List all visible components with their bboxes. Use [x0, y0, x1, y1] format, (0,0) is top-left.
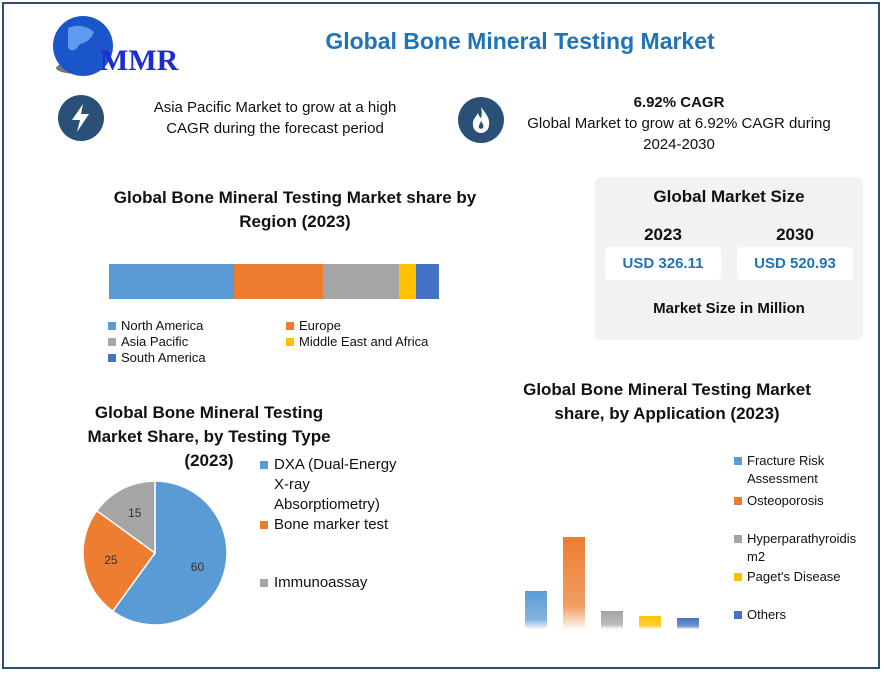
- application-bar: [563, 537, 585, 629]
- market-size-title: Global Market Size: [653, 187, 805, 206]
- page-title: Global Bone Mineral Testing Market: [325, 28, 715, 54]
- application-bar: [601, 611, 623, 629]
- legend-label: Asia Pacific: [121, 334, 189, 349]
- legend-label: Hyperparathyroidis m2: [747, 531, 857, 564]
- legend-swatch: [734, 497, 742, 505]
- legend-swatch: [286, 337, 294, 346]
- legend-item: Middle East and Africa: [286, 334, 446, 349]
- pie-slice: [82, 509, 157, 613]
- legend-swatch: [108, 321, 116, 330]
- legend-label: Middle East and Africa: [299, 334, 429, 349]
- legend-label: Immunoassay: [274, 574, 368, 591]
- application-bar: [639, 616, 661, 629]
- region-segment: [323, 264, 400, 299]
- testing-type-chart-title: Global Bone Mineral Testing Market Share…: [87, 403, 331, 470]
- legend-swatch: [260, 461, 268, 469]
- pie-data-label: 15: [128, 506, 142, 520]
- legend-swatch: [734, 611, 742, 619]
- legend-swatch: [260, 579, 268, 587]
- application-bar: [677, 618, 699, 629]
- legend-swatch: [734, 457, 742, 465]
- flame-icon: [458, 97, 504, 143]
- cagr-text: Global Market to grow at 6.92% CAGR duri…: [527, 115, 831, 153]
- legend-label: South America: [121, 350, 206, 365]
- legend-item: Paget's Disease: [734, 568, 869, 586]
- year-2030: 2030: [776, 225, 814, 244]
- logo-text: MMR: [100, 44, 179, 77]
- legend-swatch: [734, 535, 742, 543]
- legend-label: Osteoporosis: [747, 493, 824, 508]
- legend-label: Fracture Risk Assessment: [747, 453, 825, 486]
- region-segment: [234, 264, 324, 299]
- pie-data-label: 25: [104, 553, 118, 567]
- legend-swatch: [108, 353, 116, 362]
- legend-label: Paget's Disease: [747, 569, 841, 584]
- market-size-unit: Market Size in Million: [653, 300, 805, 317]
- lightning-icon: [58, 95, 104, 141]
- legend-swatch: [286, 321, 294, 330]
- legend-swatch: [734, 573, 742, 581]
- region-segment: [415, 264, 439, 299]
- legend-item: Bone marker test: [260, 515, 388, 535]
- legend-item: Immunoassay: [260, 573, 367, 593]
- legend-item: Asia Pacific: [108, 334, 286, 349]
- value-2023: USD 326.11: [605, 247, 721, 280]
- cagr-heading: 6.92% CAGR: [633, 94, 725, 111]
- legend-item: North America: [108, 318, 286, 333]
- legend-item: South America: [108, 350, 286, 365]
- legend-item: Europe: [286, 318, 446, 333]
- legend-swatch: [260, 521, 268, 529]
- legend-item: Osteoporosis: [734, 492, 869, 510]
- mmr-logo: MMR: [28, 14, 188, 78]
- region-segment: [109, 264, 235, 299]
- market-size-panel: Global Market Size 2023 USD 326.11 2030 US…: [595, 177, 863, 340]
- legend-label: Others: [747, 607, 787, 622]
- application-bar: [525, 591, 547, 629]
- legend-item: Hyperparathyroidis m2: [734, 530, 869, 566]
- region-legend: North America Europe Asia Pacific Middle Ea…: [108, 318, 448, 365]
- region-stacked-bar: [109, 264, 439, 299]
- application-chart-title: Global Bone Mineral Testing Market share…: [523, 380, 811, 423]
- asia-pacific-highlight: Asia Pacific Market to grow at a high CA…: [153, 99, 397, 137]
- pie-data-label: 60: [191, 560, 205, 574]
- legend-label: DXA (Dual-Energy X-ray Absorptiometry): [274, 456, 397, 513]
- testing-type-pie: 60 25 15: [82, 480, 228, 626]
- year-2023: 2023: [644, 225, 682, 244]
- pie-slice: [95, 480, 156, 555]
- legend-item: DXA (Dual-Energy X-ray Absorptiometry): [260, 455, 410, 515]
- legend-swatch: [108, 337, 116, 346]
- legend-label: North America: [121, 318, 204, 333]
- application-bar-chart: [525, 537, 699, 629]
- legend-item: Fracture Risk Assessment: [734, 452, 869, 488]
- legend-item: Others: [734, 606, 869, 624]
- legend-label: Bone marker test: [274, 516, 389, 533]
- region-segment: [399, 264, 416, 299]
- region-chart-title: Global Bone Mineral Testing Market share…: [113, 188, 477, 231]
- pie-slice: [111, 480, 228, 626]
- legend-label: Europe: [299, 318, 341, 333]
- value-2030: USD 520.93: [737, 247, 853, 280]
